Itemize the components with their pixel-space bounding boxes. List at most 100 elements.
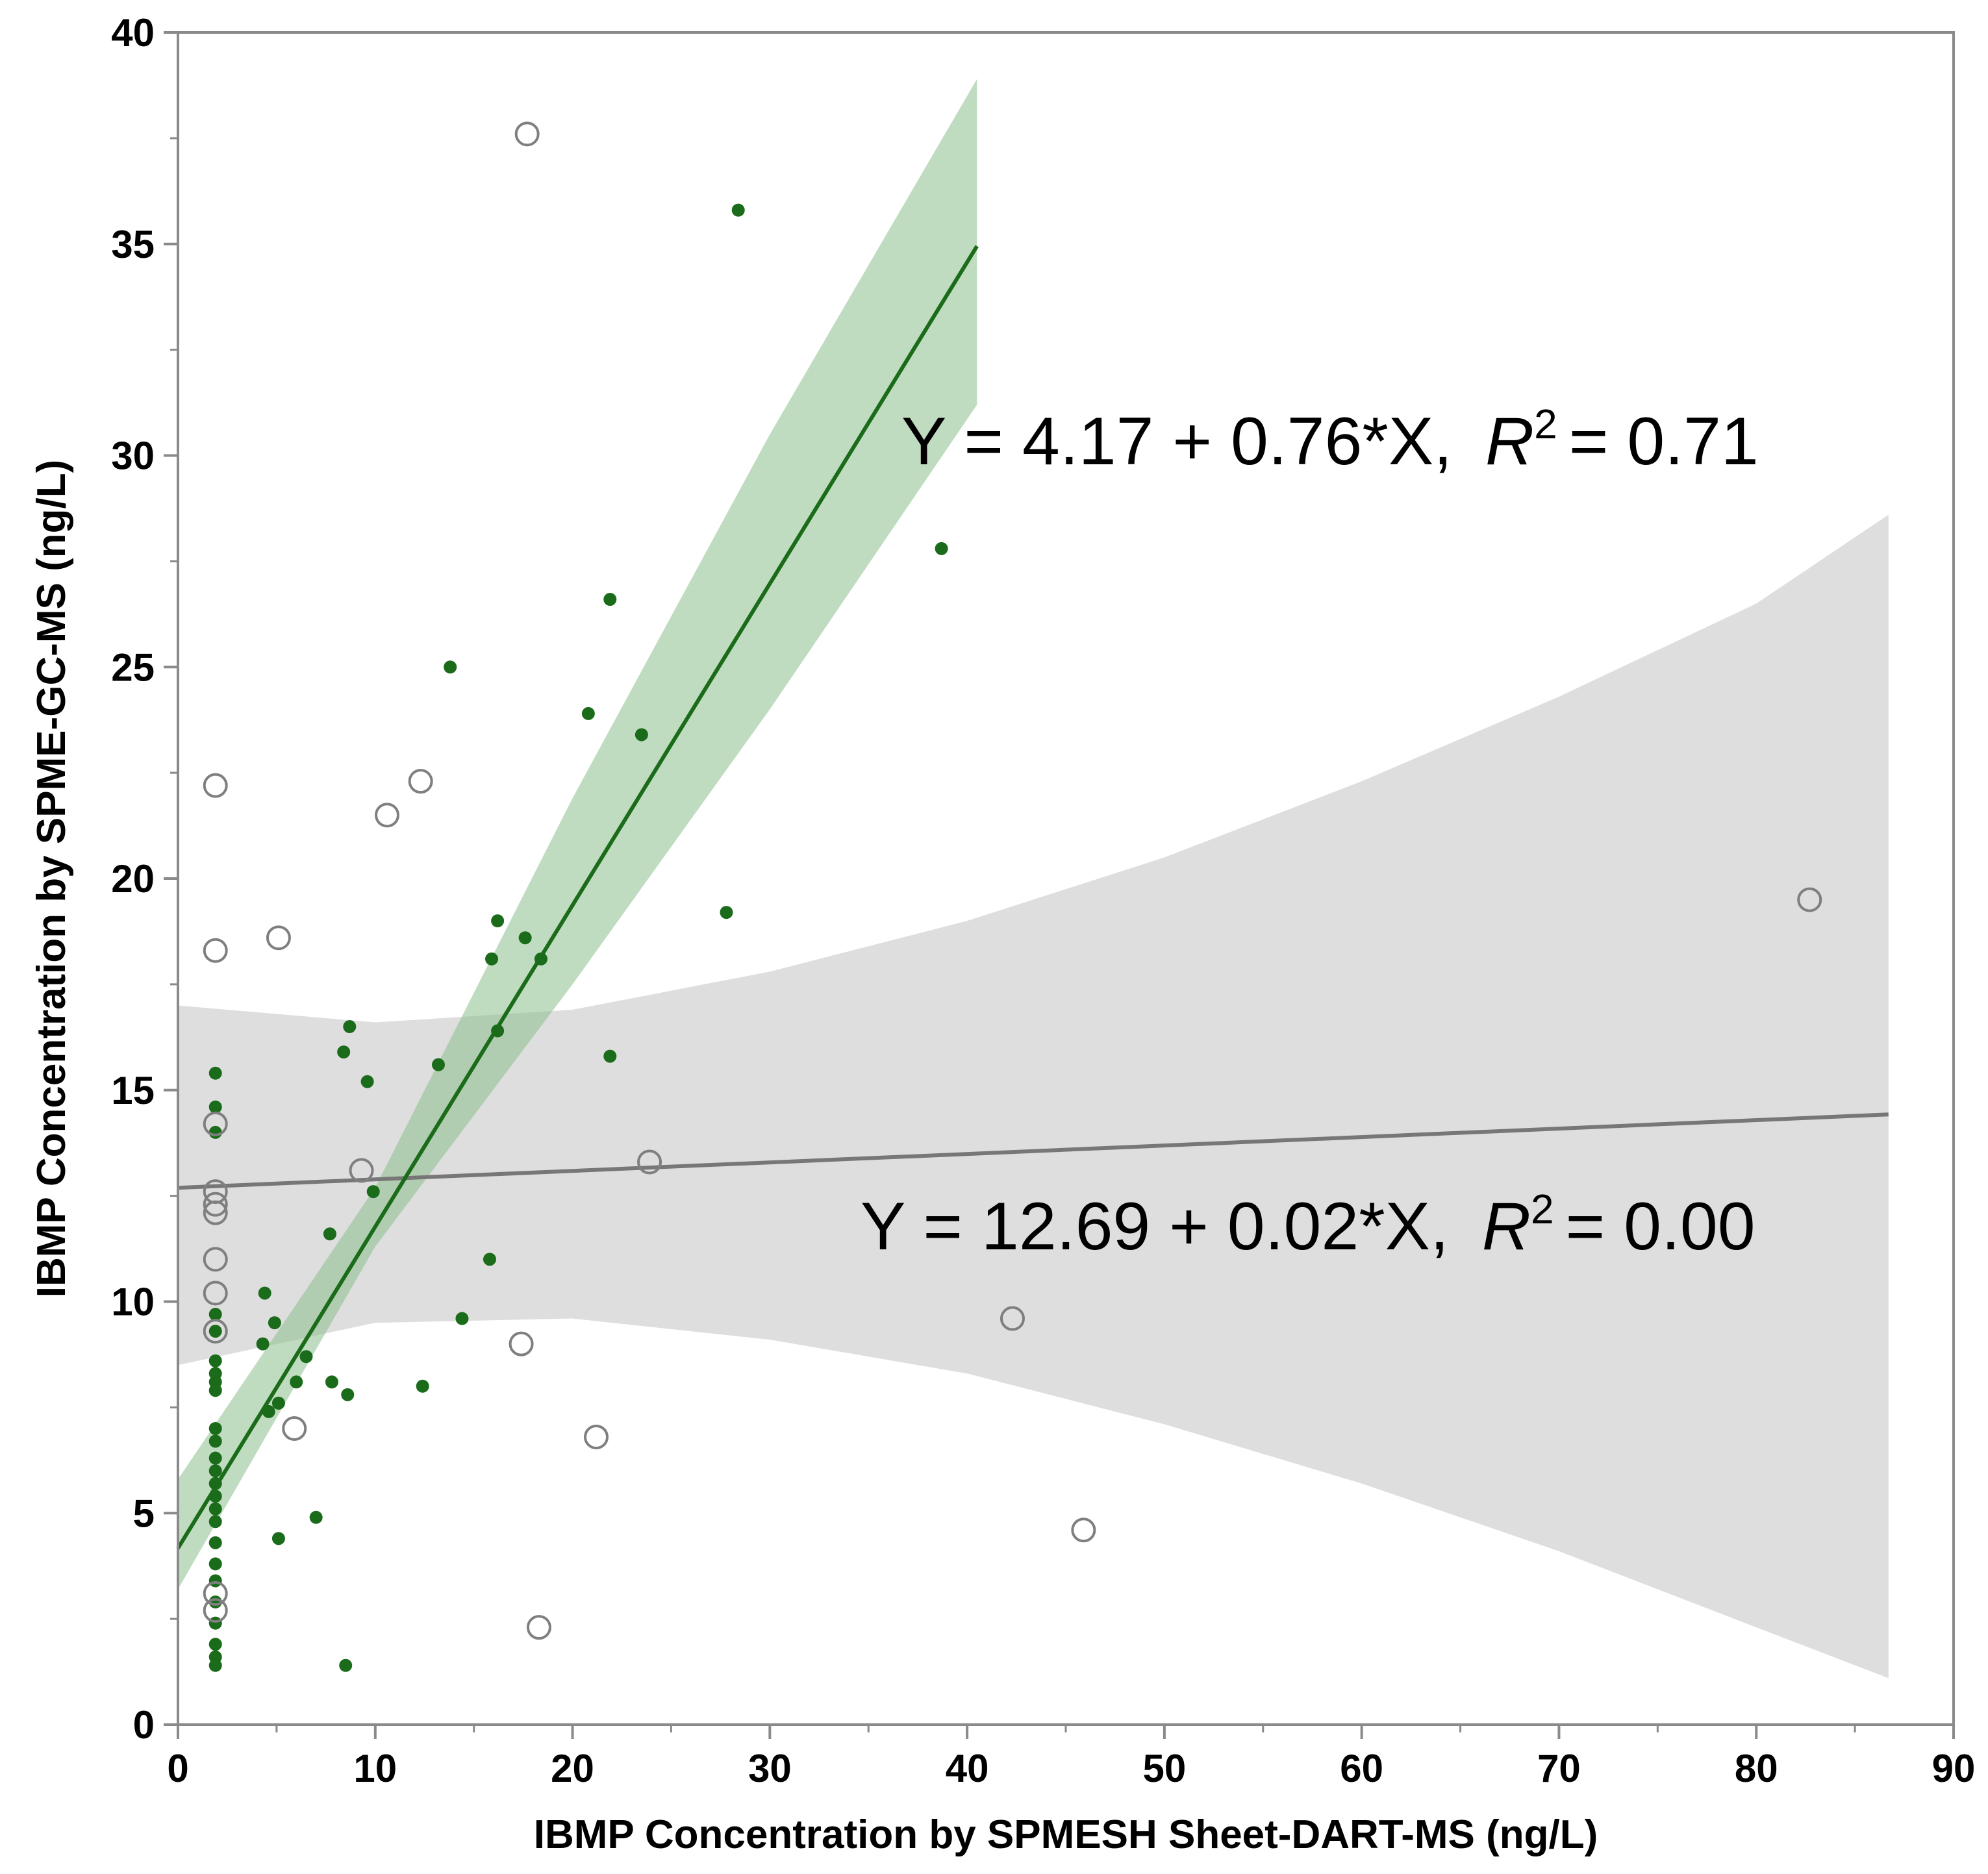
data-point-included xyxy=(720,906,733,919)
data-point-included xyxy=(323,1227,336,1241)
x-axis-title: IBMP Concentration by SPMESH Sheet-DART-… xyxy=(534,1812,1598,1857)
x-tick-label: 30 xyxy=(748,1747,792,1790)
data-point-included xyxy=(208,1100,222,1114)
data-point-included xyxy=(208,1325,222,1338)
data-point-included xyxy=(258,1286,271,1300)
data-point-included xyxy=(208,1536,222,1549)
data-point-included xyxy=(339,1658,353,1672)
data-point-open xyxy=(408,769,433,794)
x-tick-label: 40 xyxy=(946,1747,989,1790)
data-point-open xyxy=(203,1192,228,1217)
data-point-included xyxy=(431,1058,445,1071)
data-point-open xyxy=(1797,887,1822,912)
data-point-open xyxy=(203,1319,228,1344)
data-point-included xyxy=(208,1354,222,1368)
y-tick-label: 0 xyxy=(133,1703,155,1747)
y-tick-label: 5 xyxy=(133,1492,155,1535)
data-point-included xyxy=(491,914,505,928)
data-point-included xyxy=(208,1490,222,1503)
data-point-included xyxy=(603,593,617,606)
data-point-included xyxy=(299,1350,313,1364)
data-point-open xyxy=(266,925,291,951)
data-point-included xyxy=(416,1379,429,1393)
y-tick-label: 20 xyxy=(111,857,155,901)
data-point-open xyxy=(203,938,228,963)
data-point-included xyxy=(208,1502,222,1516)
y-tick-label: 10 xyxy=(111,1281,155,1324)
x-tick-label: 80 xyxy=(1735,1747,1778,1790)
y-tick-label: 25 xyxy=(111,645,155,689)
data-point-open xyxy=(526,1615,551,1640)
data-point-included xyxy=(208,1384,222,1397)
y-tick-label: 40 xyxy=(111,11,155,55)
x-tick-label: 0 xyxy=(167,1747,188,1790)
data-point-included xyxy=(366,1185,380,1199)
data-point-included xyxy=(208,1451,222,1465)
fit-line-included xyxy=(176,245,979,1549)
x-tick-label: 70 xyxy=(1537,1747,1581,1790)
data-point-included xyxy=(208,1515,222,1529)
data-point-included xyxy=(271,1396,285,1410)
data-point-open xyxy=(203,1581,228,1606)
data-point-included xyxy=(208,1477,222,1490)
y-axis-title: IBMP Concentration by SPME-GC-MS (ng/L) xyxy=(29,460,74,1298)
data-point-included xyxy=(262,1405,275,1418)
data-point-open xyxy=(203,1247,228,1272)
data-point-included xyxy=(337,1045,351,1059)
x-tick-label: 90 xyxy=(1932,1747,1976,1790)
confidence-band-all xyxy=(178,514,1889,1679)
data-point-included xyxy=(483,1253,496,1266)
data-point-included xyxy=(731,203,745,217)
x-tick-label: 20 xyxy=(551,1747,594,1790)
y-tick-label: 35 xyxy=(111,223,155,266)
data-point-included xyxy=(208,1308,222,1321)
data-point-included xyxy=(208,1574,222,1588)
data-point-open xyxy=(584,1424,609,1449)
confidence-band-included xyxy=(178,79,977,1590)
y-tick-label: 15 xyxy=(111,1069,155,1112)
data-point-included xyxy=(208,1464,222,1478)
data-point-included xyxy=(491,1024,505,1038)
data-point-included xyxy=(208,1125,222,1139)
data-point-included xyxy=(518,931,532,945)
data-point-included xyxy=(343,1020,357,1034)
data-point-open xyxy=(349,1158,374,1183)
data-point-included xyxy=(444,660,457,674)
data-point-included xyxy=(290,1375,303,1389)
data-point-included xyxy=(271,1532,285,1545)
data-point-open xyxy=(509,1331,534,1356)
y-tick-label: 30 xyxy=(111,434,155,478)
data-point-open xyxy=(203,1200,228,1225)
data-point-included xyxy=(534,952,547,966)
data-point-open xyxy=(203,1598,228,1623)
data-point-included xyxy=(455,1312,469,1325)
data-point-included xyxy=(208,1658,222,1672)
data-point-included xyxy=(268,1316,281,1330)
data-point-open xyxy=(375,803,400,828)
data-point-open xyxy=(1000,1306,1025,1331)
data-point-open xyxy=(637,1149,662,1175)
x-tick-label: 60 xyxy=(1340,1747,1383,1790)
data-point-included xyxy=(485,952,499,966)
data-point-included xyxy=(935,542,948,555)
data-point-included xyxy=(208,1421,222,1435)
data-point-open xyxy=(203,773,228,798)
data-point-open xyxy=(203,1281,228,1306)
x-tick-label: 10 xyxy=(353,1747,397,1790)
data-point-included xyxy=(309,1510,323,1524)
data-point-open xyxy=(282,1416,307,1441)
data-point-open xyxy=(514,121,540,147)
data-point-included xyxy=(208,1595,222,1609)
data-point-included xyxy=(581,706,595,720)
data-point-included xyxy=(208,1638,222,1651)
data-point-included xyxy=(256,1337,270,1351)
equation-label-included: Y = 4.17 + 0.76*X, R2 = 0.71 xyxy=(901,401,1759,479)
data-point-included xyxy=(208,1616,222,1630)
data-point-included xyxy=(208,1557,222,1571)
fit-line-all xyxy=(177,1112,1889,1190)
data-point-included xyxy=(603,1049,617,1063)
data-point-open xyxy=(1071,1518,1096,1543)
data-point-included xyxy=(635,728,648,742)
equation-label-all: Y = 12.69 + 0.02*X, R2 = 0.00 xyxy=(861,1186,1755,1264)
